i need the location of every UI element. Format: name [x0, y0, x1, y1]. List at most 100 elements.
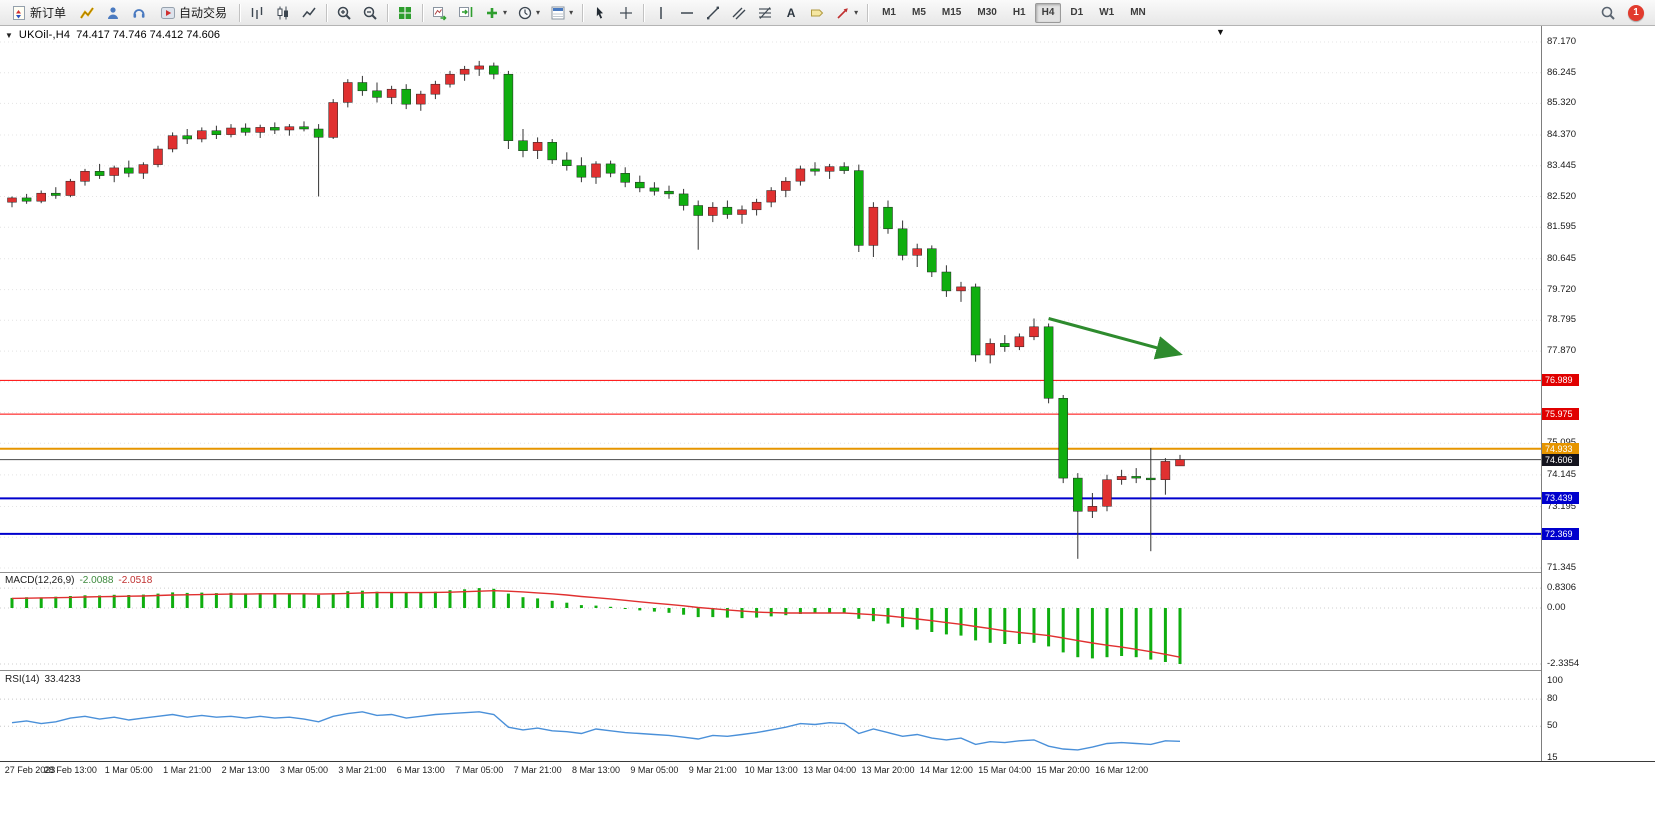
community-button[interactable]: [101, 2, 125, 24]
bars-chart-button[interactable]: [245, 2, 269, 24]
chart-area: ▼ UKOil-,H4 74.417 74.746 74.412 74.606 …: [0, 26, 1655, 828]
notification-badge[interactable]: 1: [1628, 4, 1644, 21]
price-tick-label: 79.720: [1547, 283, 1577, 295]
time-tick-label: 10 Mar 13:00: [744, 765, 798, 775]
zoom-in-button[interactable]: [332, 2, 356, 24]
candlestick-chart-button[interactable]: [271, 2, 295, 24]
time-tick-label: 15 Mar 04:00: [978, 765, 1032, 775]
new-order-label: 新订单: [30, 6, 67, 20]
text-tool-button[interactable]: A: [779, 2, 803, 24]
main-price-pane[interactable]: [0, 26, 1541, 572]
time-tick-label: 9 Mar 05:00: [630, 765, 679, 775]
rsi-value: 33.4233: [44, 674, 81, 685]
toolbar-separator: [643, 3, 645, 22]
arrows-tool-button[interactable]: ▾: [831, 2, 862, 24]
timeframe-button-mn[interactable]: MN: [1123, 3, 1153, 23]
toolbar-separator: [867, 3, 869, 22]
timeframe-button-m1[interactable]: M1: [875, 3, 903, 23]
fibonacci-tool-button[interactable]: [753, 2, 777, 24]
line-chart-button[interactable]: [297, 2, 321, 24]
macd-pane[interactable]: [0, 573, 1541, 669]
macd-grid: [0, 587, 1541, 665]
time-axis-separator: [0, 761, 1655, 762]
arrow-objects-icon: [837, 7, 848, 19]
tile-windows-button[interactable]: [393, 2, 417, 24]
new-order-button[interactable]: 新订单: [4, 2, 73, 24]
dropdown-caret: ▾: [536, 7, 541, 17]
time-tick-label: 14 Mar 12:00: [919, 765, 973, 775]
channel-tool-button[interactable]: [727, 2, 751, 24]
support-button[interactable]: [127, 2, 151, 24]
notification-count: 1: [1633, 7, 1639, 18]
vertical-line-tool-button[interactable]: [649, 2, 673, 24]
toolbar-separator: [326, 3, 328, 22]
symbol-period-label: UKOil-,H4: [18, 29, 71, 41]
autotrading-button[interactable]: 自动交易: [153, 2, 234, 24]
chart-dropdown-marker-icon[interactable]: ▼: [1216, 27, 1225, 37]
price-level-badge: 74.606: [1542, 453, 1579, 466]
toolbar-separator: [387, 3, 389, 22]
pane-separator[interactable]: [0, 670, 1655, 671]
price-tick-label: 71.345: [1547, 562, 1577, 573]
dropdown-caret: ▾: [854, 7, 859, 17]
time-tick-label: 16 Mar 12:00: [1095, 765, 1149, 775]
trendline-tool-button[interactable]: [701, 2, 725, 24]
autotrading-icon: [161, 6, 176, 19]
candlesticks: [7, 60, 1185, 559]
rsi-pane[interactable]: [0, 671, 1541, 760]
time-tick-label: 7 Mar 21:00: [513, 765, 562, 775]
timeframe-button-m15[interactable]: M15: [935, 3, 968, 23]
equidistant-channel-icon: [732, 7, 746, 19]
time-tick-label: 7 Mar 05:00: [455, 765, 504, 775]
rsi-label: RSI(14) 33.4233: [5, 674, 81, 685]
time-tick-label: 6 Mar 13:00: [396, 765, 445, 775]
time-tick-label: 3 Mar 21:00: [338, 765, 387, 775]
vertical-line-icon: [660, 6, 662, 19]
timeframe-button-m5[interactable]: M5: [905, 3, 933, 23]
rsi-tick-label: 15: [1547, 752, 1558, 763]
toolbar-right-group: 1: [1595, 2, 1652, 24]
price-level-badge: 73.439: [1542, 492, 1579, 505]
price-tick-label: 73.195: [1547, 500, 1577, 512]
timeframe-group: M1 M5 M15 M30 H1 H4 D1 W1 MN: [874, 2, 1154, 23]
price-tick-label: 87.170: [1547, 36, 1577, 47]
price-axis[interactable]: 87.170 86.245 85.320 84.370 83.445 82.520 81.5…: [1541, 26, 1655, 763]
price-tick-label: 83.445: [1547, 159, 1577, 171]
timeframe-button-d1[interactable]: D1: [1063, 3, 1090, 23]
cursor-tool-button[interactable]: [588, 2, 612, 24]
autoscroll-button[interactable]: [428, 2, 452, 24]
time-axis[interactable]: 27 Feb 2023 28 Feb 13:00 1 Mar 05:00 1 Mar …: [0, 763, 1541, 779]
indicators-button[interactable]: ▾: [480, 2, 511, 24]
zoom-out-button[interactable]: [358, 2, 382, 24]
price-level-badge: 76.989: [1542, 374, 1579, 387]
tile-windows-icon: [399, 6, 412, 19]
price-tick-label: 74.145: [1547, 468, 1577, 480]
dropdown-caret: ▾: [503, 7, 508, 17]
level-lines: [0, 379, 1541, 535]
text-label-tool-button[interactable]: [805, 2, 829, 24]
fibonacci-icon: [759, 6, 772, 19]
crosshair-tool-button[interactable]: [614, 2, 638, 24]
price-level-badge: 74.933: [1542, 442, 1579, 455]
timeframe-button-w1[interactable]: W1: [1092, 3, 1121, 23]
timeframe-button-m30[interactable]: M30: [970, 3, 1003, 23]
price-tick-label: 80.645: [1547, 252, 1577, 264]
horizontal-line-tool-button[interactable]: [675, 2, 699, 24]
price-tick-label: 77.870: [1547, 345, 1577, 357]
templates-button[interactable]: ▾: [546, 2, 577, 24]
search-button[interactable]: [1596, 2, 1620, 24]
time-tick-label: 8 Mar 13:00: [571, 765, 621, 775]
pane-separator[interactable]: [0, 572, 1655, 573]
collapse-arrow-icon[interactable]: ▼: [5, 30, 13, 40]
autotrading-label: 自动交易: [179, 6, 228, 20]
chart-shift-button[interactable]: [454, 2, 478, 24]
toolbar-separator: [239, 3, 241, 22]
periods-button[interactable]: ▾: [513, 2, 544, 24]
toolbar-separator: [422, 3, 424, 22]
new-chart-button[interactable]: [75, 2, 99, 24]
cursor-icon: [596, 6, 604, 19]
timeframe-button-h1[interactable]: H1: [1006, 3, 1033, 23]
trend-arrow-annotation[interactable]: [1048, 317, 1183, 360]
line-chart-icon: [302, 7, 316, 17]
timeframe-button-h4[interactable]: H4: [1034, 2, 1062, 23]
